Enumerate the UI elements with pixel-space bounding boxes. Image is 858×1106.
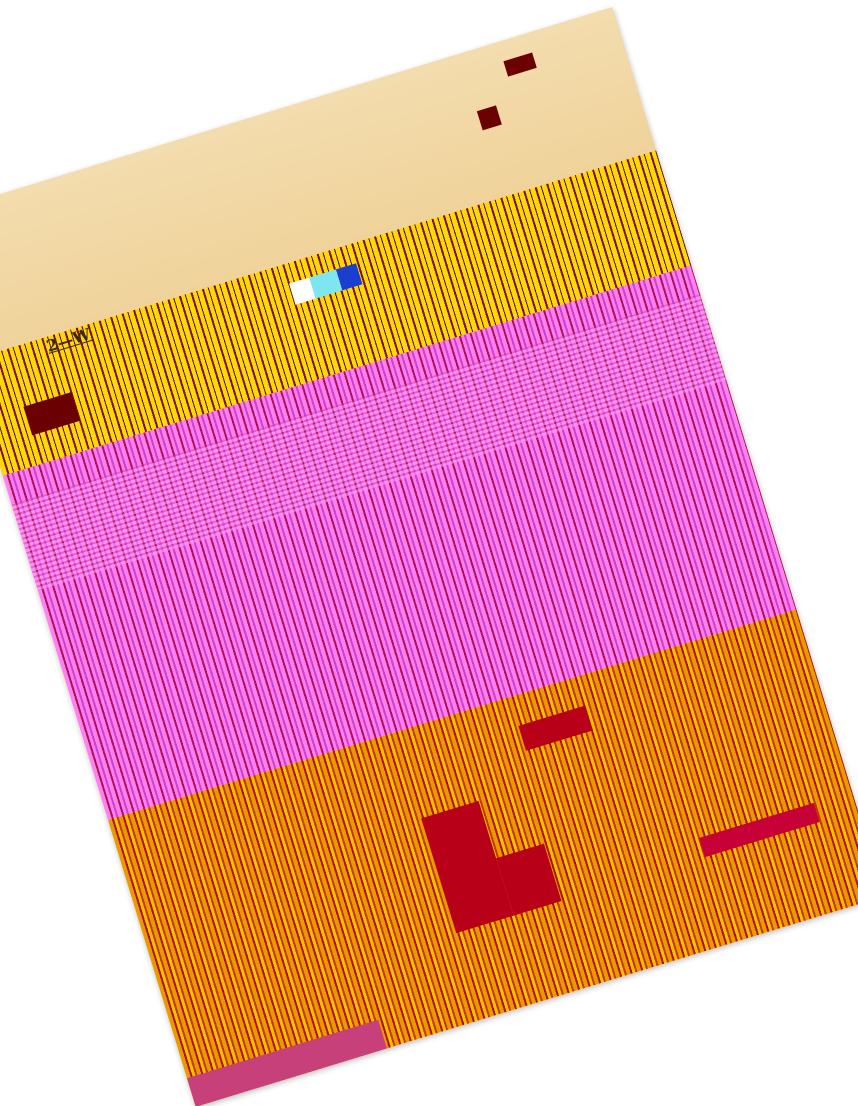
scanned-page: 2—W bbox=[0, 7, 858, 1106]
